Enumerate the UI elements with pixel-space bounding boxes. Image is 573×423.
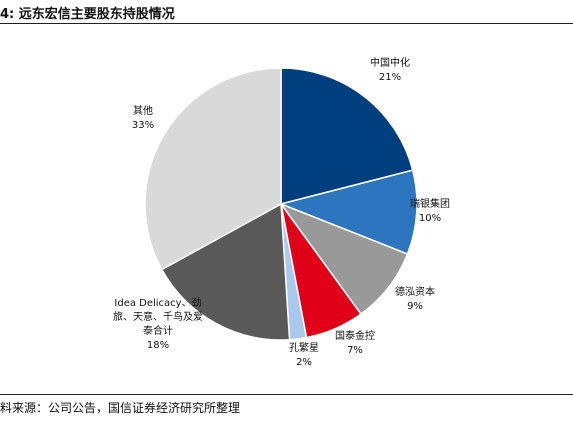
pie-slices — [144, 67, 418, 341]
slice-name-label-2: 德泓资本 — [395, 285, 435, 298]
pie-labels: 中国中化 21% 瑞银集团 10% 德泓资本 9% 国泰金控 7% 孔繁星 2% Idea Deli… — [113, 56, 450, 368]
pie-slice-5 — [161, 203, 291, 341]
figure-title: 4: 远东宏信主要股东持股情况 — [0, 7, 175, 22]
pie-slice-1 — [280, 169, 418, 255]
slice-percent-label-1: 10% — [419, 213, 441, 224]
slice-name-label-0: 中国中化 — [370, 56, 410, 69]
pie-slice-0 — [280, 67, 414, 205]
slice-name-label-6: 其他 — [133, 104, 153, 117]
slice-name-label-3: 国泰金控 — [335, 329, 375, 342]
slice-percent-label-2: 9% — [407, 301, 423, 312]
slice-percent-label-6: 33% — [132, 120, 154, 131]
slice-name-label-1: 瑞银集团 — [410, 197, 450, 210]
figure-source: 料来源：公司公告，国信证券经济研究所整理 — [0, 401, 241, 415]
slice-percent-label-4: 2% — [296, 357, 312, 368]
pie-slice-6 — [144, 67, 282, 271]
slice-name-label-4: 孔繁星 — [289, 341, 319, 354]
slice-name-label-5: Idea Delicacy、劲旅、天意、千鸟及爱泰合计 — [113, 297, 203, 337]
slice-percent-label-5: 18% — [147, 340, 169, 351]
slice-percent-label-3: 7% — [347, 345, 363, 356]
source-divider — [0, 394, 573, 395]
pie-chart: 中国中化 21% 瑞银集团 10% 德泓资本 9% 国泰金控 7% 孔繁星 2% Idea Deli… — [113, 56, 450, 368]
title-divider — [0, 23, 573, 24]
slice-percent-label-0: 21% — [379, 72, 401, 83]
